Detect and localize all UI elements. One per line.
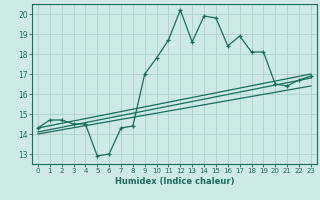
X-axis label: Humidex (Indice chaleur): Humidex (Indice chaleur)	[115, 177, 234, 186]
